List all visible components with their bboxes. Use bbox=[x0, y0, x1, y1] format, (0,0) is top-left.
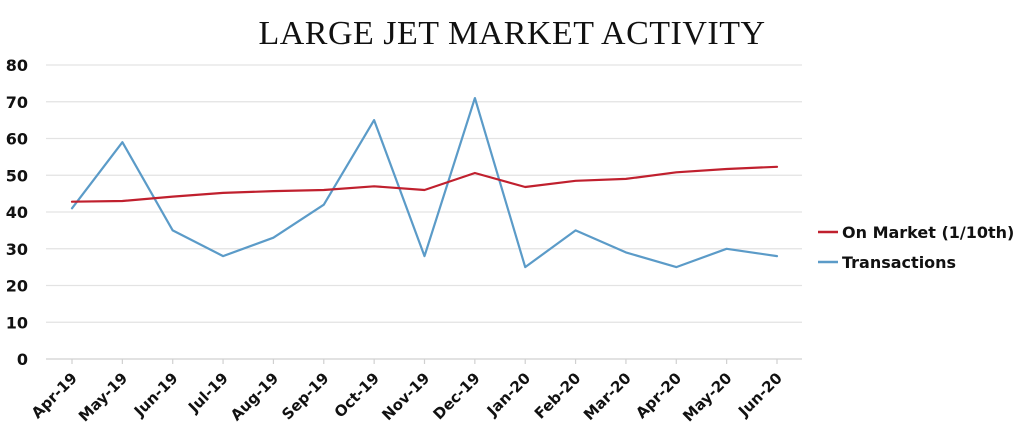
x-tick-label: Apr-19 bbox=[28, 369, 81, 422]
y-axis: 0 10 20 30 40 50 60 70 80 bbox=[6, 56, 28, 369]
y-tick-label: 40 bbox=[6, 203, 28, 222]
x-tick-label: Oct-19 bbox=[331, 369, 383, 421]
y-tick-label: 50 bbox=[6, 166, 28, 185]
y-tick-label: 0 bbox=[17, 350, 28, 369]
x-tick-label: Dec-19 bbox=[430, 369, 484, 423]
y-tick-label: 80 bbox=[6, 56, 28, 75]
gridlines bbox=[46, 64, 802, 360]
y-tick-label: 70 bbox=[6, 93, 28, 112]
x-tick-label: Jul-19 bbox=[184, 369, 232, 417]
legend-label: Transactions bbox=[842, 253, 956, 272]
legend: On Market (1/10th) Transactions bbox=[818, 223, 1014, 272]
legend-label: On Market (1/10th) bbox=[842, 223, 1014, 242]
series-lines bbox=[70, 96, 779, 269]
y-tick-label: 30 bbox=[6, 240, 28, 259]
x-tick-label: Feb-20 bbox=[531, 369, 584, 422]
x-tick-label: May-20 bbox=[679, 369, 735, 425]
y-tick-label: 20 bbox=[6, 277, 28, 296]
x-tick-label: Sep-19 bbox=[278, 369, 332, 423]
x-tick-label: Jun-20 bbox=[734, 369, 786, 421]
series-line bbox=[70, 96, 779, 269]
x-tick-label: Aug-19 bbox=[227, 369, 282, 424]
x-tick-label: Apr-20 bbox=[632, 369, 685, 422]
series-line bbox=[70, 165, 779, 203]
chart-title: LARGE JET MARKET ACTIVITY bbox=[258, 15, 765, 52]
y-tick-label: 60 bbox=[6, 130, 28, 149]
x-tick-label: Jun-19 bbox=[130, 369, 182, 421]
x-tick-label: May-19 bbox=[75, 369, 131, 425]
x-tick-label: Jan-20 bbox=[483, 369, 534, 420]
x-tick-label: Mar-20 bbox=[580, 369, 635, 424]
y-tick-label: 10 bbox=[6, 313, 28, 332]
x-tick-label: Nov-19 bbox=[378, 369, 433, 424]
